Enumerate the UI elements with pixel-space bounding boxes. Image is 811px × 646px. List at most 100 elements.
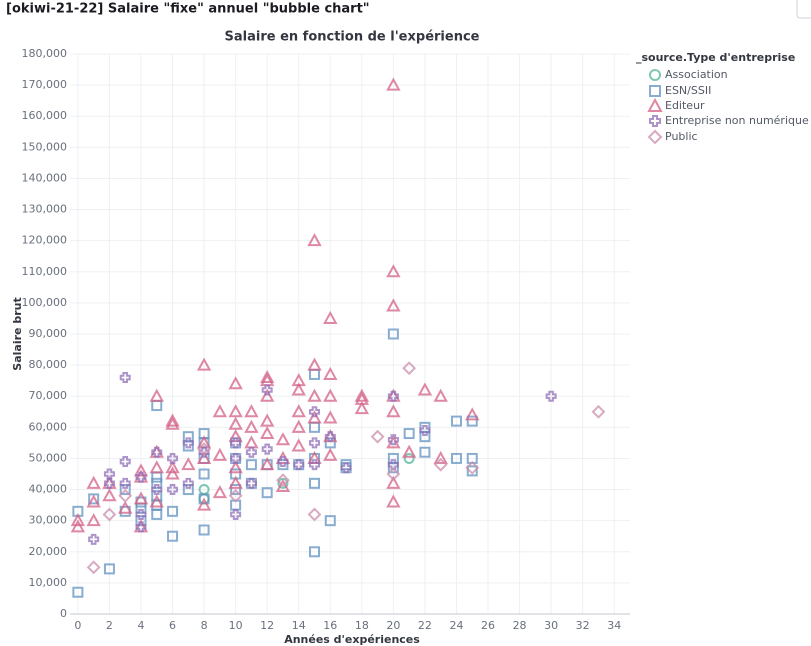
data-point xyxy=(261,384,273,396)
data-point xyxy=(133,491,149,505)
data-point xyxy=(419,446,431,458)
y-tick-label: 10,000 xyxy=(29,576,68,589)
data-point xyxy=(386,467,401,481)
data-point xyxy=(545,390,557,402)
data-point xyxy=(402,361,417,376)
x-tick-label: 18 xyxy=(355,619,369,632)
panel-menu-button[interactable] xyxy=(796,0,811,19)
data-point xyxy=(309,437,321,449)
data-point xyxy=(354,401,370,415)
data-point xyxy=(165,466,180,480)
chart-title: Salaire en fonction de l'expérience xyxy=(225,30,480,45)
data-point xyxy=(228,416,243,430)
data-point xyxy=(102,507,117,522)
y-axis-title: Salaire brut xyxy=(11,297,24,370)
data-point xyxy=(386,77,401,91)
data-point xyxy=(212,485,228,499)
legend-marker xyxy=(649,85,661,97)
legend-marker xyxy=(647,97,663,112)
data-point xyxy=(86,560,101,575)
data-point xyxy=(230,484,242,496)
data-point xyxy=(340,462,352,474)
y-tick-label: 150,000 xyxy=(22,140,68,153)
legend-title: _source.Type d'entreprise xyxy=(636,51,795,64)
data-point xyxy=(433,457,448,472)
data-point xyxy=(228,488,243,503)
data-point xyxy=(591,404,606,419)
data-point xyxy=(433,388,448,402)
data-point xyxy=(259,369,275,384)
y-tick-label: 170,000 xyxy=(22,78,68,91)
x-axis-title: Années d'expériences xyxy=(284,633,420,646)
y-tick-label: 60,000 xyxy=(29,420,68,433)
data-point xyxy=(228,460,243,474)
data-point xyxy=(259,413,275,427)
data-point xyxy=(309,459,321,471)
data-point xyxy=(244,419,259,433)
x-tick-label: 14 xyxy=(292,619,306,632)
data-point xyxy=(182,440,194,452)
data-point xyxy=(86,513,101,527)
data-point xyxy=(88,533,100,545)
data-point xyxy=(118,500,133,514)
data-point xyxy=(149,494,164,508)
data-point xyxy=(386,264,401,278)
data-point xyxy=(198,524,210,536)
data-point xyxy=(307,450,322,464)
data-point xyxy=(228,475,243,489)
data-point xyxy=(119,484,131,496)
data-point xyxy=(196,357,212,371)
data-point xyxy=(307,233,322,247)
data-point xyxy=(119,456,131,468)
data-point xyxy=(387,462,399,474)
x-tick-label: 0 xyxy=(74,619,81,632)
data-point xyxy=(167,530,179,542)
y-tick-label: 100,000 xyxy=(22,296,68,309)
data-point xyxy=(167,505,179,517)
data-point xyxy=(135,508,147,520)
data-point xyxy=(307,507,322,522)
data-point xyxy=(119,477,131,489)
data-point xyxy=(291,419,306,433)
data-point xyxy=(228,404,243,418)
data-point xyxy=(135,521,147,533)
data-point xyxy=(133,463,149,477)
data-point xyxy=(151,477,163,489)
data-point xyxy=(103,563,115,575)
data-point xyxy=(291,382,306,396)
data-point xyxy=(323,366,338,380)
data-point xyxy=(277,477,289,489)
data-point xyxy=(245,477,257,489)
x-tick-label: 6 xyxy=(169,619,176,632)
y-tick-label: 30,000 xyxy=(29,514,68,527)
x-tick-label: 4 xyxy=(137,619,144,632)
data-point xyxy=(167,484,179,496)
data-point xyxy=(324,431,336,443)
x-tick-label: 22 xyxy=(418,619,432,632)
data-point xyxy=(323,310,338,324)
data-point xyxy=(323,388,338,402)
data-point xyxy=(102,488,117,502)
data-point xyxy=(230,437,242,449)
data-point xyxy=(70,513,86,527)
data-point xyxy=(182,484,194,496)
x-tick-label: 16 xyxy=(323,619,337,632)
data-point xyxy=(277,459,289,471)
legend-marker xyxy=(649,69,661,81)
legend-label: Editeur xyxy=(665,99,705,112)
data-point xyxy=(387,390,399,402)
data-point xyxy=(419,424,431,436)
data-point xyxy=(465,407,480,421)
data-point xyxy=(135,515,147,527)
data-point xyxy=(307,388,322,402)
data-point xyxy=(386,475,401,489)
data-point xyxy=(182,437,194,449)
data-point xyxy=(324,437,336,449)
data-point xyxy=(387,434,399,446)
legend-label: Public xyxy=(665,130,698,143)
data-point xyxy=(198,493,210,505)
data-point xyxy=(291,373,306,387)
data-point xyxy=(135,471,147,483)
legend-label: ESN/SSII xyxy=(665,84,711,97)
